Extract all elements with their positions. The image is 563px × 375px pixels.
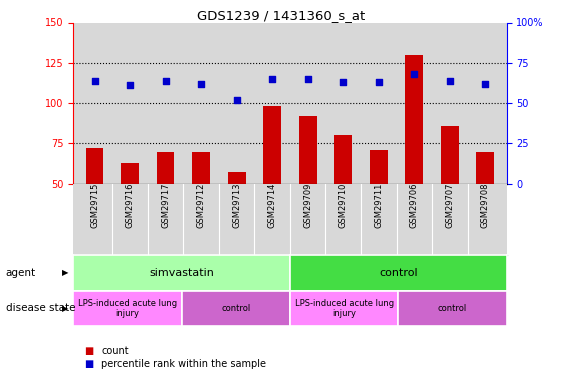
Bar (334, 135, 352, 184)
Point (339, 79, 348, 85)
Point (303, 76, 312, 82)
Text: ■: ■ (84, 359, 93, 369)
Text: LPS-induced acute lung
injury: LPS-induced acute lung injury (294, 299, 394, 318)
Bar (192, 152, 210, 184)
Point (445, 78, 454, 84)
Bar (370, 150, 388, 184)
Bar (263, 106, 281, 184)
Text: count: count (101, 346, 129, 355)
Point (161, 78, 170, 84)
Bar (476, 152, 494, 184)
Bar (228, 172, 245, 184)
Point (374, 79, 383, 85)
Bar (405, 55, 423, 184)
Point (126, 82, 135, 88)
Text: ▶: ▶ (61, 304, 68, 313)
Text: disease state: disease state (6, 303, 75, 313)
Text: control: control (438, 304, 467, 313)
Point (481, 81, 490, 87)
Bar (299, 116, 316, 184)
Bar (157, 152, 175, 184)
Text: percentile rank within the sample: percentile rank within the sample (101, 359, 266, 369)
Point (196, 81, 205, 87)
Text: control: control (221, 304, 251, 313)
Text: ▶: ▶ (61, 268, 68, 278)
Text: LPS-induced acute lung
injury: LPS-induced acute lung injury (78, 299, 177, 318)
Text: simvastatin: simvastatin (149, 268, 214, 278)
Text: control: control (379, 268, 418, 278)
Point (232, 97, 241, 103)
Point (90, 78, 99, 84)
Text: GDS1239 / 1431360_s_at: GDS1239 / 1431360_s_at (198, 9, 365, 22)
Bar (441, 126, 459, 184)
Bar (86, 148, 104, 184)
Text: agent: agent (6, 268, 36, 278)
Point (410, 71, 419, 77)
Text: ■: ■ (84, 346, 93, 355)
Bar (121, 163, 139, 184)
Point (267, 76, 276, 82)
